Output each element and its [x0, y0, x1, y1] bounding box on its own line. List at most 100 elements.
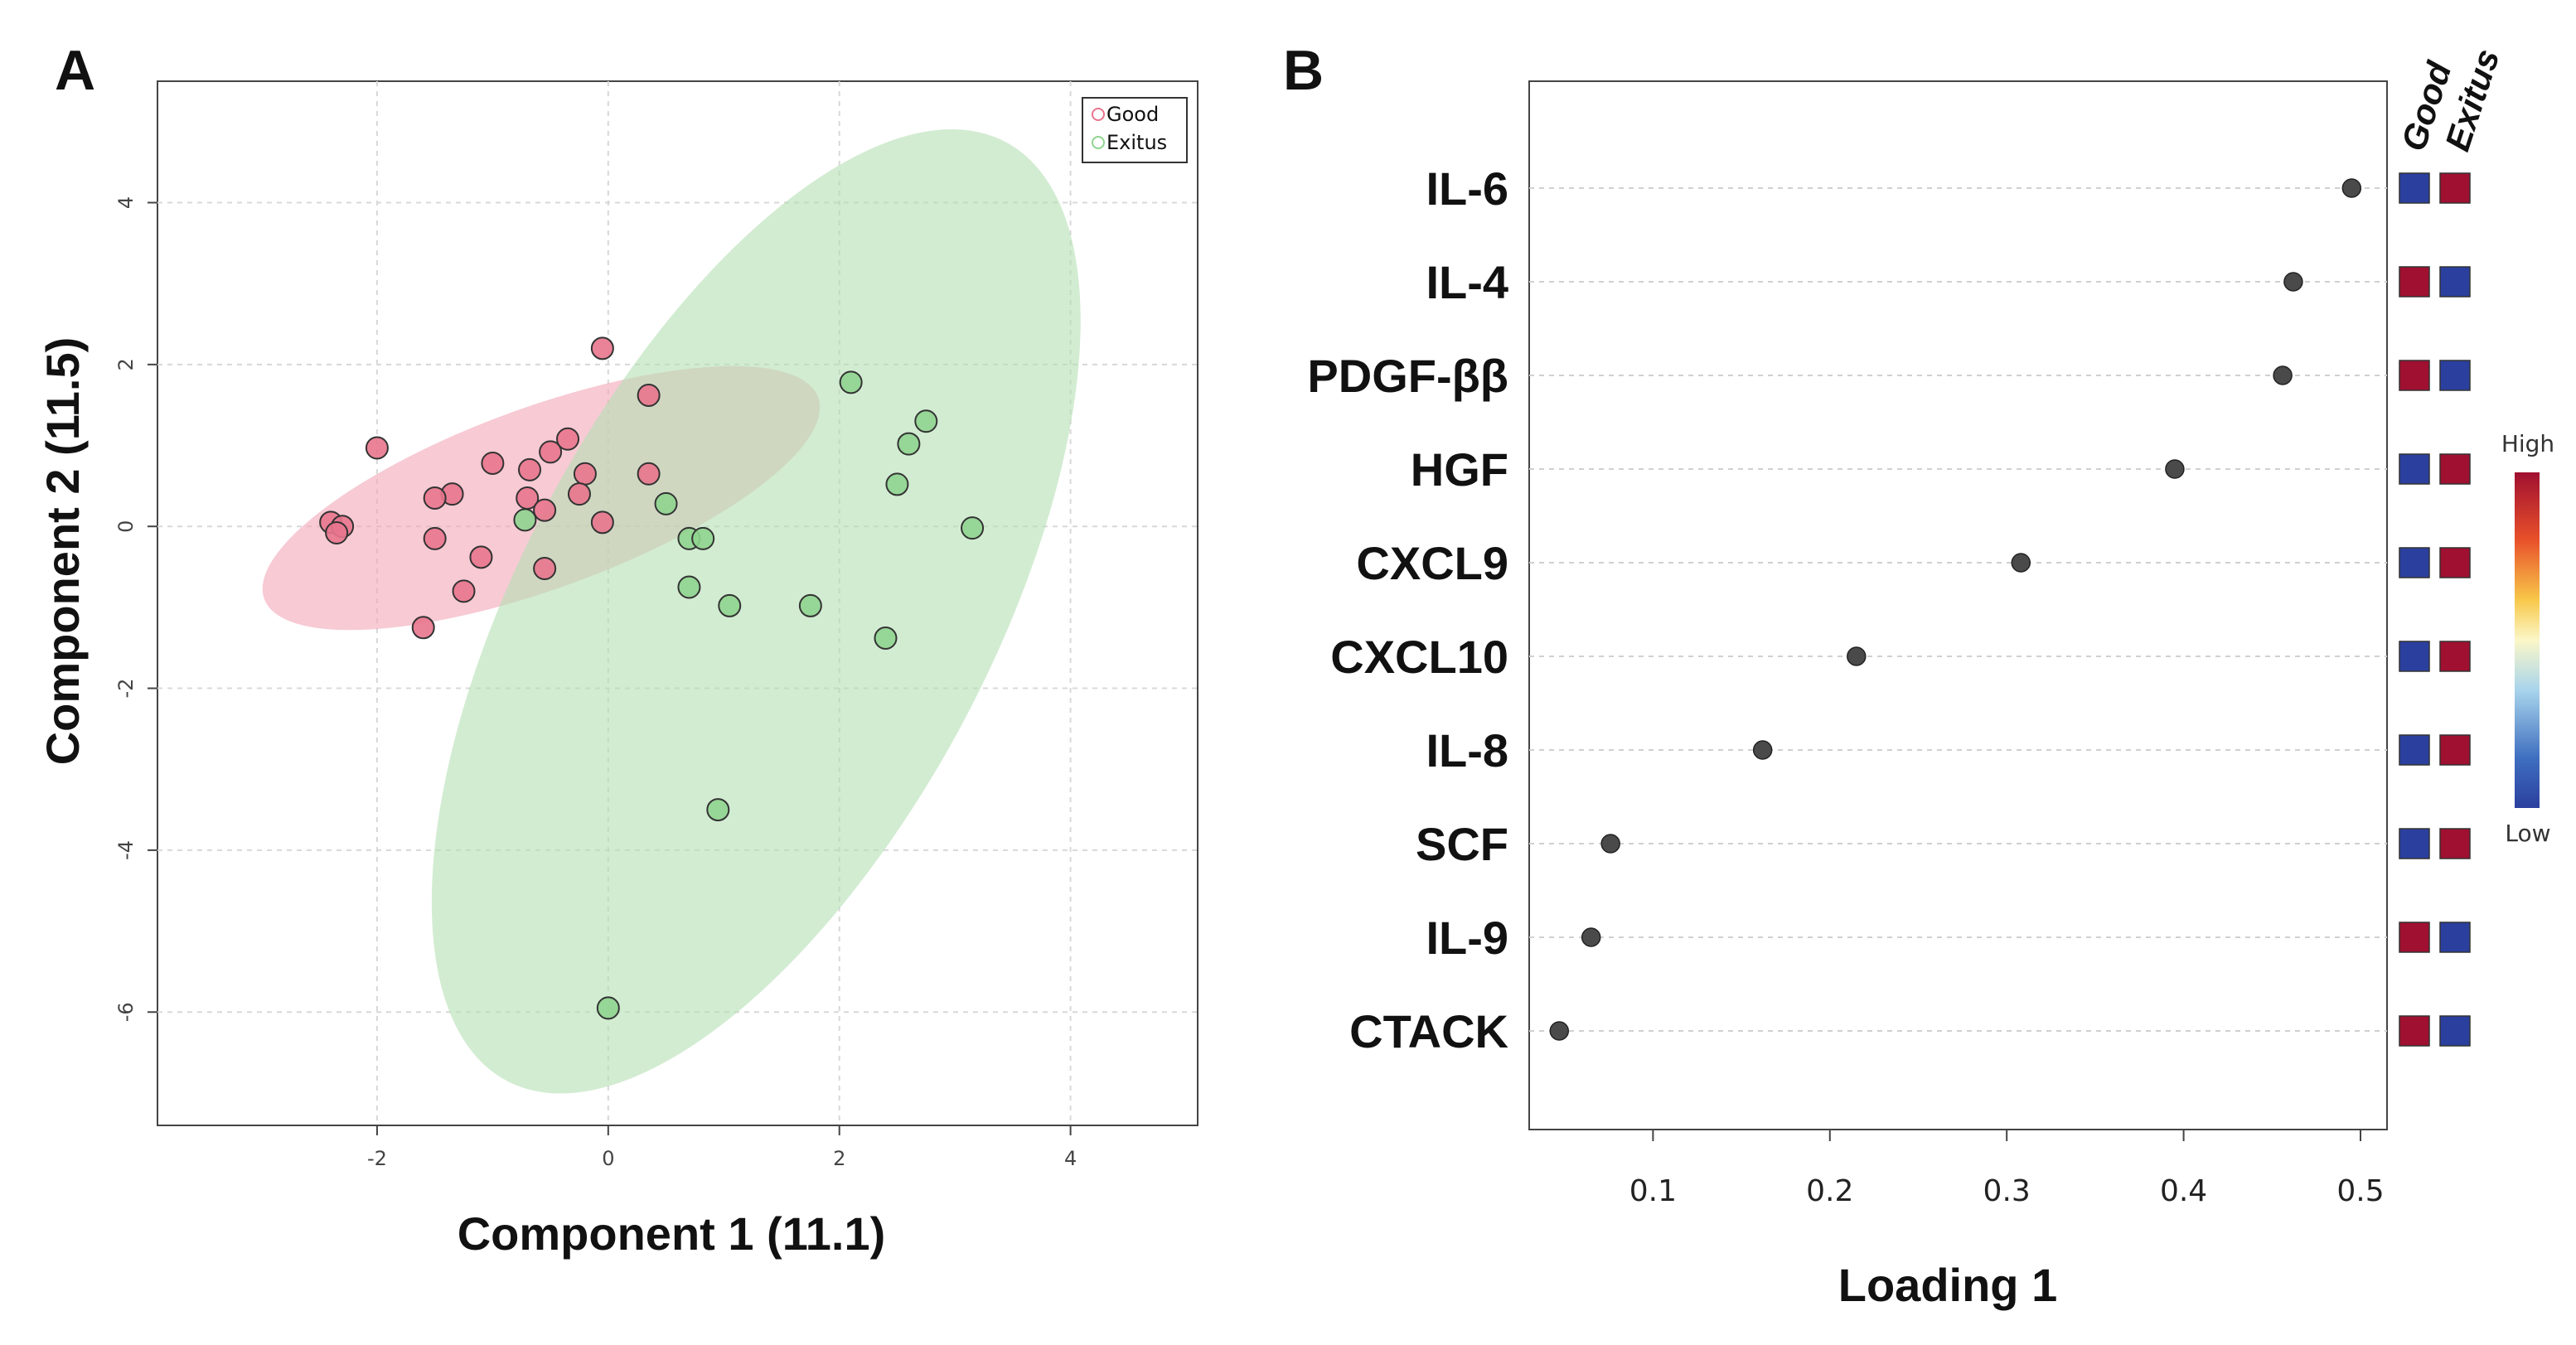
- x-tick-label: 0.4: [2160, 1174, 2207, 1208]
- legend-exitus-label: Exitus: [1106, 131, 1167, 154]
- panel-a-letter: A: [55, 39, 95, 102]
- panel-a-xlabel: Component 1 (11.1): [458, 1207, 886, 1260]
- point-good: [481, 452, 505, 476]
- feature-label: PDGF-ββ: [1307, 350, 1508, 402]
- panel-b-points: [1549, 178, 2362, 1041]
- point-good: [423, 486, 447, 510]
- panel-b-class-squares: [2399, 172, 2471, 1047]
- point-good: [533, 557, 557, 580]
- loading-point: [1581, 927, 1601, 947]
- class-square-exitus: [2439, 922, 2471, 953]
- class-square-exitus: [2439, 266, 2471, 298]
- loading-point: [2273, 365, 2293, 385]
- x-tick-label: 2: [833, 1147, 845, 1170]
- class-square-good: [2399, 641, 2430, 672]
- class-square-exitus: [2439, 1015, 2471, 1047]
- class-square-good: [2399, 734, 2430, 766]
- point-exitus: [839, 370, 863, 394]
- point-good: [518, 457, 542, 481]
- x-tick-label: 0.1: [1629, 1174, 1677, 1208]
- point-good: [539, 440, 563, 464]
- panel-a-ticks: -2 0 2 4 4 2 0 -2 -4 -6: [114, 196, 1077, 1170]
- panel-a-ellipses: [262, 129, 1081, 1094]
- panel-b-feature-labels: IL-6 IL-4 PDGF-ββ HGF CXCL9 CXCL10 IL-8 SCF IL-9…: [1307, 162, 1508, 1057]
- loading-point: [1847, 646, 1867, 666]
- class-square-good: [2399, 547, 2430, 578]
- class-square-good: [2399, 266, 2430, 298]
- feature-label: IL-4: [1426, 256, 1508, 308]
- panel-a-points: [319, 336, 985, 1020]
- panel-b: B 0.1 0.2 0.3 0.4 0.5 IL-6 IL-4 PDGF-ββ HGF CXCL…: [1283, 39, 2554, 1311]
- loading-point: [2165, 459, 2185, 479]
- class-square-good: [2399, 922, 2430, 953]
- point-good: [452, 579, 476, 603]
- point-exitus: [897, 432, 921, 456]
- feature-label: IL-9: [1426, 912, 1508, 964]
- point-good: [573, 462, 597, 486]
- point-exitus: [677, 575, 701, 599]
- class-square-good: [2399, 1015, 2430, 1047]
- color-scale-low-label: Low: [2505, 820, 2550, 847]
- panel-b-xlabel: Loading 1: [1838, 1259, 2057, 1311]
- loading-point: [1752, 740, 1773, 760]
- point-good: [365, 436, 389, 460]
- point-exitus: [914, 409, 938, 433]
- point-exitus: [798, 593, 822, 617]
- point-exitus: [706, 798, 730, 822]
- feature-label: IL-8: [1426, 724, 1508, 777]
- class-square-exitus: [2439, 828, 2471, 859]
- point-good: [325, 521, 349, 545]
- x-tick-label: 4: [1064, 1147, 1077, 1170]
- loading-point: [2341, 178, 2362, 198]
- point-good: [533, 498, 557, 522]
- legend-good-label: Good: [1106, 103, 1159, 126]
- color-scale: High Low: [2501, 430, 2554, 847]
- y-tick-label: -2: [114, 679, 138, 699]
- class-square-exitus: [2439, 734, 2471, 766]
- y-tick-label: 2: [114, 358, 138, 370]
- loading-point: [2283, 272, 2303, 292]
- legend-exitus-marker: [1092, 136, 1105, 149]
- feature-label: CXCL10: [1330, 631, 1508, 683]
- class-square-good: [2399, 360, 2430, 391]
- x-tick-label: -2: [367, 1147, 387, 1170]
- color-scale-high-label: High: [2501, 430, 2554, 457]
- loading-point: [1600, 834, 1620, 854]
- color-scale-bar: [2515, 472, 2540, 808]
- loading-point: [2011, 553, 2031, 573]
- panel-b-letter: B: [1283, 39, 1324, 102]
- panel-b-ticks: 0.1 0.2 0.3 0.4 0.5: [1629, 1130, 2385, 1208]
- feature-label: SCF: [1416, 818, 1508, 870]
- point-exitus: [513, 508, 537, 532]
- legend-good-marker: [1092, 108, 1105, 121]
- x-tick-label: 0.5: [2336, 1174, 2384, 1208]
- class-square-exitus: [2439, 453, 2471, 485]
- feature-label: IL-6: [1426, 162, 1508, 215]
- x-tick-label: 0.2: [1806, 1174, 1853, 1208]
- panel-a: A -2 0 2 4 4 2 0 -2 -4 -6 Component 1 (11.1) Comp…: [36, 39, 1198, 1260]
- point-exitus: [961, 516, 985, 540]
- class-square-exitus: [2439, 360, 2471, 391]
- point-good: [423, 526, 447, 550]
- point-good: [556, 427, 580, 451]
- panel-b-grid: [1529, 187, 2387, 1032]
- panel-a-legend: Good Exitus: [1082, 97, 1188, 163]
- y-tick-label: -4: [114, 840, 138, 860]
- point-good: [637, 383, 661, 407]
- point-good: [411, 616, 435, 640]
- panel-b-frame: [1528, 80, 2388, 1130]
- point-exitus: [654, 491, 678, 515]
- class-square-good: [2399, 172, 2430, 204]
- x-tick-label: 0: [602, 1147, 614, 1170]
- loading-point: [1549, 1021, 1570, 1041]
- x-tick-label: 0.3: [1983, 1174, 2031, 1208]
- point-exitus: [885, 472, 909, 496]
- y-tick-label: 0: [114, 520, 138, 533]
- point-exitus: [596, 996, 620, 1020]
- feature-label: HGF: [1411, 443, 1508, 496]
- feature-label: CXCL9: [1356, 537, 1508, 589]
- point-good: [590, 510, 614, 535]
- confidence-ellipse-exitus: [431, 129, 1081, 1094]
- class-square-exitus: [2439, 547, 2471, 578]
